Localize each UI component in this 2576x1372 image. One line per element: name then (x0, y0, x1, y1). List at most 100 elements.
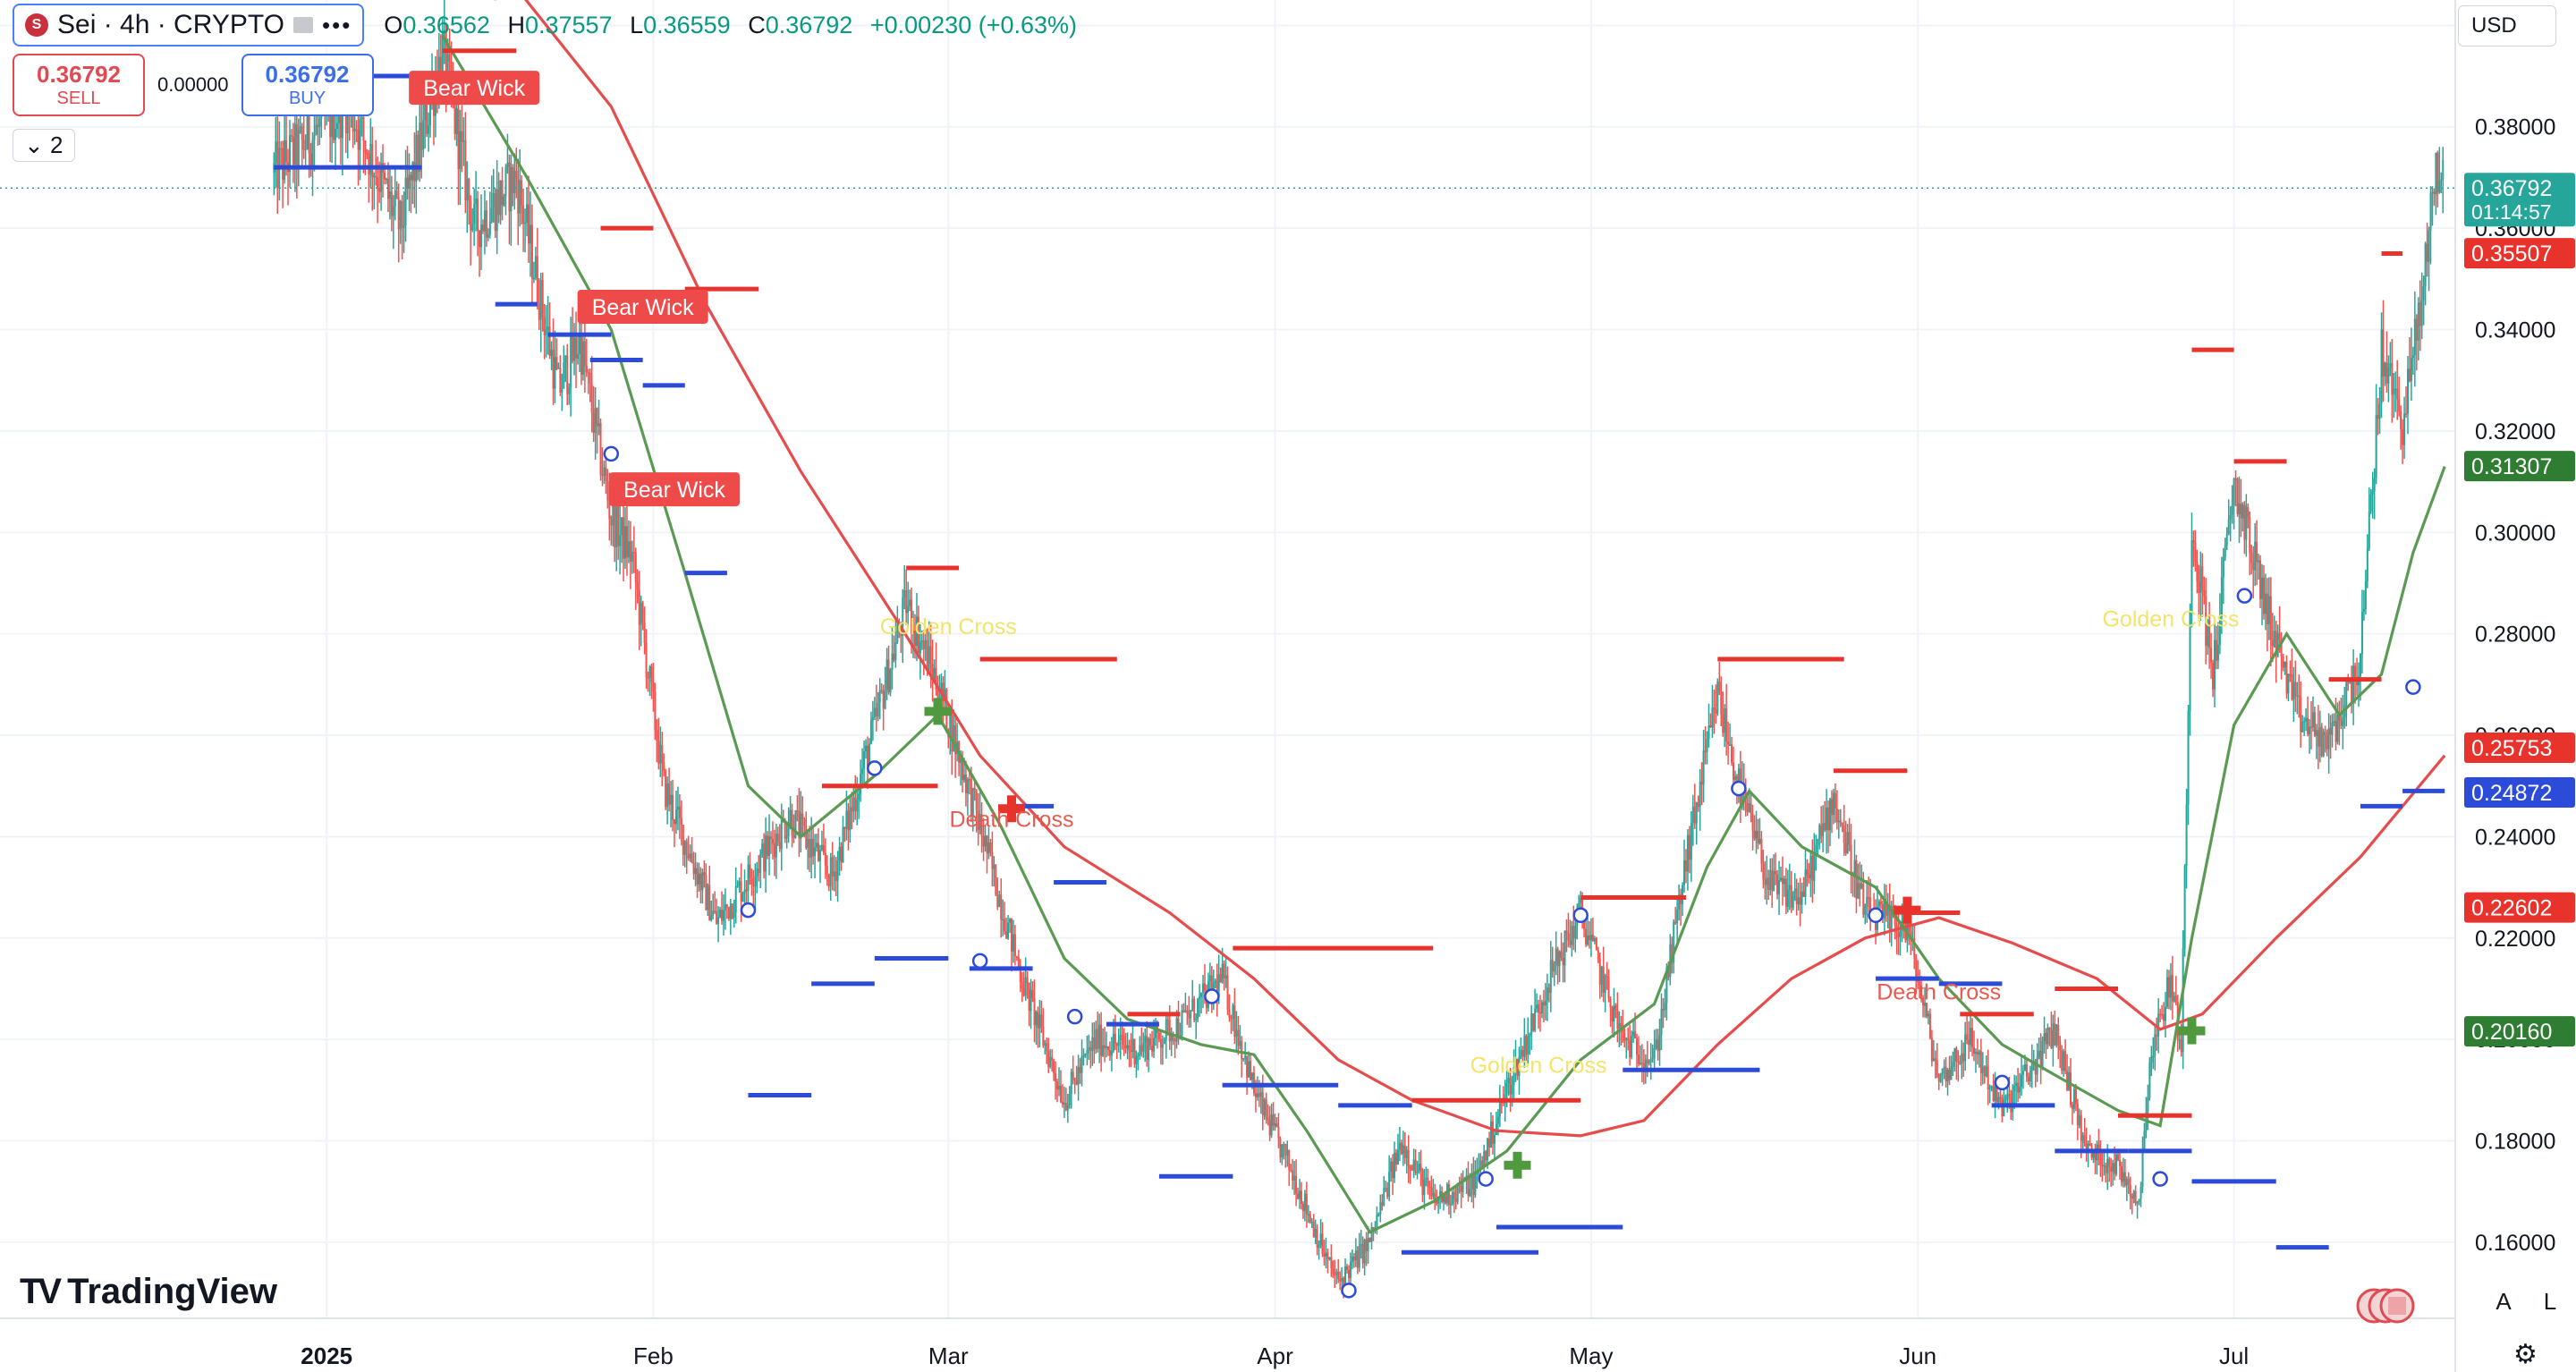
symbol-selector[interactable]: S Sei · 4h · CRYPTO ••• (13, 4, 365, 47)
candle-body (1267, 1116, 1269, 1121)
candle-body (1002, 919, 1004, 921)
gear-icon[interactable]: ⚙ (2513, 1340, 2538, 1369)
candle-body (1985, 1066, 1987, 1077)
candle-body (385, 178, 387, 181)
candle-body (1170, 1033, 1173, 1042)
candle-body (1000, 894, 1003, 919)
more-dots-icon[interactable]: ••• (321, 11, 352, 38)
candle-body (1792, 893, 1794, 908)
candle-body (2429, 192, 2432, 231)
candle-body (1890, 905, 1893, 930)
candle-body (1529, 1033, 1531, 1037)
candle-body (590, 384, 593, 413)
currency-selector[interactable]: USD (2458, 5, 2556, 47)
auto-scale-button[interactable]: A (2487, 1284, 2521, 1318)
candle-body (1418, 1164, 1420, 1173)
candle-body (359, 119, 361, 150)
candle-body (360, 117, 363, 120)
candle-body (2315, 730, 2318, 736)
candle-body (1347, 1270, 1350, 1278)
candle-body (1802, 891, 1805, 897)
candle-body (2012, 1090, 2014, 1113)
candle-body (1530, 1013, 1533, 1034)
buy-price: 0.36792 (265, 61, 350, 88)
candle-body (2340, 720, 2343, 726)
candle-body (1778, 880, 1781, 894)
candle-body (526, 204, 529, 224)
flag-square-icon[interactable] (292, 17, 313, 33)
candle-body (1017, 957, 1020, 968)
candle-body (1297, 1193, 1300, 1199)
candle-body (656, 730, 658, 741)
candle-body (2182, 948, 2184, 1053)
candle-body (1746, 802, 1749, 812)
candle-body (668, 783, 671, 805)
candle-body (2233, 478, 2235, 505)
log-scale-button[interactable]: L (2533, 1284, 2567, 1318)
flags-icon[interactable] (2356, 1288, 2415, 1324)
candle-body (1412, 1159, 1415, 1171)
candle-body (594, 408, 597, 434)
sell-button[interactable]: 0.36792 SELL (13, 54, 145, 116)
candle-body (1818, 825, 1821, 840)
candle-body (2400, 411, 2402, 429)
candle-body (805, 826, 808, 848)
candle-body (624, 526, 627, 559)
candle-body (1773, 870, 1775, 891)
candle-body (1042, 1026, 1045, 1046)
candle-body (1009, 919, 1012, 923)
candle-body (968, 779, 970, 781)
candle-body (2136, 1201, 2139, 1204)
candle-body (589, 372, 591, 385)
candle-body (866, 745, 869, 766)
candle-body (1175, 1018, 1178, 1042)
candle-body (1386, 1187, 1389, 1197)
candle-body (2212, 663, 2215, 690)
candle-body (692, 862, 695, 874)
tradingview-logo[interactable]: TV TradingView (20, 1272, 277, 1312)
candle-body (608, 500, 611, 520)
candle-body (2112, 1163, 2114, 1173)
candle-body (415, 134, 418, 182)
candle-body (1290, 1169, 1292, 1172)
candle-body (970, 779, 972, 817)
candle-body (1421, 1170, 1424, 1196)
buy-button[interactable]: 0.36792 BUY (241, 54, 374, 116)
candle-body (1837, 820, 1840, 823)
candle-body (2054, 1023, 2056, 1046)
candle-body (2240, 503, 2242, 519)
candle-body (488, 221, 491, 235)
signal-circle (1341, 1283, 1357, 1299)
candle-body (1780, 877, 1783, 881)
candle-body (1970, 1028, 1972, 1046)
close-value: 0.36792 (765, 11, 853, 38)
candle-body (1788, 885, 1791, 890)
candle-body (869, 720, 872, 744)
candle-body (2156, 1034, 2158, 1037)
candle-body (1203, 983, 1206, 991)
candle-body (1546, 987, 1548, 1001)
candle-body (1655, 1039, 1657, 1049)
indicators-collapse-button[interactable]: ⌄ 2 (13, 129, 75, 162)
candle-body (2317, 730, 2319, 747)
signal-circle (2236, 588, 2253, 604)
candle-body (2366, 548, 2368, 581)
candle-body (845, 810, 848, 829)
candle-body (479, 231, 481, 248)
candle-body (1040, 1014, 1043, 1027)
candle-body (1589, 935, 1592, 941)
candle-body (1239, 1041, 1241, 1046)
candle-body (953, 724, 955, 752)
candle-body (2019, 1087, 2021, 1093)
candle-body (397, 198, 400, 230)
bear-wick-label-box (577, 289, 708, 324)
golden-cross-label: Golden Cross (880, 614, 1017, 639)
candle-body (820, 844, 823, 851)
candle-body (1511, 1085, 1513, 1095)
candle-body (2008, 1094, 2011, 1099)
candle-body (1086, 1050, 1089, 1054)
candle-body (1859, 883, 1861, 889)
candle-body (1460, 1185, 1462, 1192)
candle-body (1591, 935, 1594, 942)
